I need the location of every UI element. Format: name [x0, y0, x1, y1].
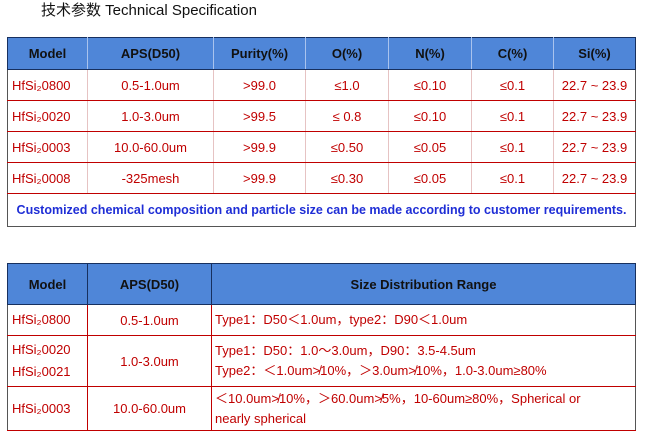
model-cell: HfSi₂0008 [7, 162, 88, 194]
oxygen-cell: ≤1.0 [305, 69, 389, 101]
aps-cell: 1.0-3.0um [87, 335, 212, 387]
header-cell-aps: APS(D50) [87, 37, 214, 70]
purity-cell: >99.5 [213, 100, 306, 132]
nitrogen-cell: ≤0.05 [388, 162, 472, 194]
purity-cell: >99.9 [213, 162, 306, 194]
range-cell: Type1：D50：1.0～3.0um，D90：3.5-4.5um Type2：… [211, 335, 636, 387]
model-cell: HfSi₂0003 [7, 131, 88, 163]
table-row: HfSi₂0020 1.0-3.0um >99.5 ≤ 0.8 ≤0.10 ≤0… [7, 100, 636, 132]
oxygen-cell: ≤0.30 [305, 162, 389, 194]
header-cell-nitrogen: N(%) [388, 37, 472, 70]
table-row: HfSi₂0800 0.5-1.0um >99.0 ≤1.0 ≤0.10 ≤0.… [7, 69, 636, 101]
header-cell-aps: APS(D50) [87, 263, 212, 305]
carbon-cell: ≤0.1 [471, 162, 554, 194]
model-cell: HfSi₂0020 HfSi₂0021 [7, 335, 88, 387]
table-row: HfSi₂0003 10.0-60.0um >99.9 ≤0.50 ≤0.05 … [7, 131, 636, 163]
silicon-cell: 22.7 ~ 23.9 [553, 131, 636, 163]
aps-cell: 0.5-1.0um [87, 69, 214, 101]
size-distribution-table: Model APS(D50) Size Distribution Range H… [7, 263, 636, 431]
page-title: 技术参数 Technical Specification [41, 2, 257, 19]
range-line: Type1：D50：1.0～3.0um，D90：3.5-4.5um [215, 343, 476, 358]
header-cell-silicon: Si(%) [553, 37, 636, 70]
model-cell: HfSi₂0003 [7, 386, 88, 431]
purity-cell: >99.9 [213, 131, 306, 163]
header-row: Model APS(D50) Size Distribution Range [7, 263, 636, 305]
range-cell: ＜10.0um≯10%，＞60.0um≯5%，10-60um≥80%，Spher… [211, 386, 636, 431]
range-line: Type2：＜1.0um≯10%，＞3.0um≯10%，1.0-3.0um≥80… [215, 363, 547, 378]
silicon-cell: 22.7 ~ 23.9 [553, 100, 636, 132]
aps-cell: 10.0-60.0um [87, 386, 212, 431]
table-row: HfSi₂0020 HfSi₂0021 1.0-3.0um Type1：D50：… [7, 335, 636, 387]
model-line: HfSi₂0020 [12, 342, 71, 357]
range-line: nearly spherical [215, 410, 307, 426]
nitrogen-cell: ≤0.10 [388, 69, 472, 101]
silicon-cell: 22.7 ~ 23.9 [553, 69, 636, 101]
carbon-cell: ≤0.1 [471, 131, 554, 163]
range-line: ＜10.0um≯10%，＞60.0um≯5%，10-60um≥80%，Spher… [215, 390, 581, 406]
silicon-cell: 22.7 ~ 23.9 [553, 162, 636, 194]
oxygen-cell: ≤ 0.8 [305, 100, 389, 132]
table-row: HfSi₂0003 10.0-60.0um ＜10.0um≯10%，＞60.0u… [7, 386, 636, 431]
table-row: HfSi₂0008 -325mesh >99.9 ≤0.30 ≤0.05 ≤0.… [7, 162, 636, 194]
oxygen-cell: ≤0.50 [305, 131, 389, 163]
model-cell: HfSi₂0800 [7, 69, 88, 101]
carbon-cell: ≤0.1 [471, 69, 554, 101]
model-line: HfSi₂0021 [12, 364, 71, 379]
nitrogen-cell: ≤0.10 [388, 100, 472, 132]
model-cell: HfSi₂0800 [7, 304, 88, 336]
model-cell: HfSi₂0020 [7, 100, 88, 132]
header-cell-carbon: C(%) [471, 37, 554, 70]
customization-note: Customized chemical composition and part… [7, 193, 636, 227]
aps-cell: 10.0-60.0um [87, 131, 214, 163]
aps-cell: 0.5-1.0um [87, 304, 212, 336]
header-cell-model: Model [7, 37, 88, 70]
header-cell-model: Model [7, 263, 88, 305]
aps-cell: -325mesh [87, 162, 214, 194]
header-row: Model APS(D50) Purity(%) O(%) N(%) C(%) … [7, 37, 636, 70]
aps-cell: 1.0-3.0um [87, 100, 214, 132]
table-row: HfSi₂0800 0.5-1.0um Type1：D50＜1.0um，type… [7, 304, 636, 336]
header-cell-size-distribution: Size Distribution Range [211, 263, 636, 305]
purity-cell: >99.0 [213, 69, 306, 101]
note-row: Customized chemical composition and part… [7, 193, 636, 227]
header-cell-oxygen: O(%) [305, 37, 389, 70]
header-cell-purity: Purity(%) [213, 37, 306, 70]
carbon-cell: ≤0.1 [471, 100, 554, 132]
nitrogen-cell: ≤0.05 [388, 131, 472, 163]
technical-specification-table: Model APS(D50) Purity(%) O(%) N(%) C(%) … [7, 37, 636, 227]
range-cell: Type1：D50＜1.0um，type2：D90＜1.0um [211, 304, 636, 336]
